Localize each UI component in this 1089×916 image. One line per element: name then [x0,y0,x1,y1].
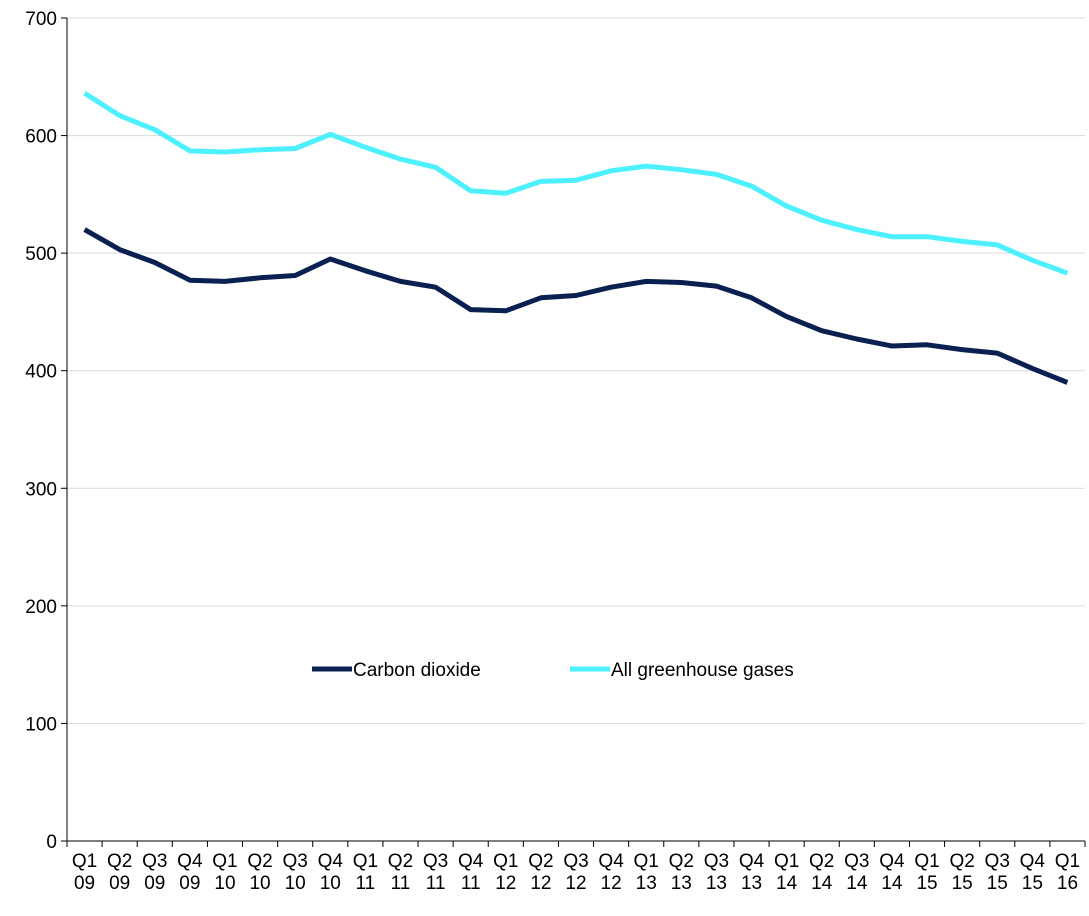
x-tick-label: Q3 13 [704,851,729,894]
x-tick-label: Q2 12 [528,851,553,894]
x-tick-label: Q4 13 [739,851,765,894]
y-tick-label: 600 [25,127,57,148]
x-tick-label: Q4 15 [1020,851,1046,894]
x-tick-label: Q3 15 [985,851,1010,894]
y-tick-label: 100 [25,714,57,735]
y-tick-label: 700 [25,9,57,30]
x-tick-label: Q3 10 [282,851,307,894]
x-tick-label: Q4 12 [598,851,624,894]
x-tick-label: Q2 10 [247,851,272,894]
x-tick-label: Q4 09 [177,851,203,894]
x-tick-label: Q4 10 [318,851,344,894]
x-tick-label: Q2 11 [388,851,413,894]
x-tick-label: Q2 14 [809,851,834,894]
legend-label: Carbon dioxide [353,660,481,681]
x-tick-label: Q1 15 [914,851,939,894]
x-tick-label: Q3 12 [563,851,588,894]
x-tick-label: Q1 11 [353,851,378,894]
x-tick-label: Q1 10 [212,851,237,894]
y-tick-label: 300 [25,479,57,500]
x-tick-label: Q2 13 [669,851,694,894]
x-tick-label: Q2 15 [949,851,974,894]
x-tick-label: Q1 14 [774,851,799,894]
legend-label: All greenhouse gases [611,660,794,681]
y-tick-label: 0 [46,832,57,853]
x-tick-label: Q3 09 [142,851,167,894]
y-tick-label: 400 [25,362,57,383]
x-tick-label: Q2 09 [107,851,132,894]
x-tick-label: Q1 12 [493,851,518,894]
x-tick-label: Q4 11 [458,851,484,894]
x-tick-label: Q1 09 [72,851,97,894]
x-tick-label: Q1 13 [634,851,659,894]
series-line [83,91,1069,276]
x-tick-label: Q3 14 [844,851,869,894]
x-tick-label: Q3 11 [423,851,448,894]
x-tick-label: Q1 16 [1055,851,1080,894]
y-tick-label: 500 [25,244,57,265]
x-tick-label: Q4 14 [879,851,905,894]
series-line [83,227,1069,385]
y-tick-label: 200 [25,597,57,618]
